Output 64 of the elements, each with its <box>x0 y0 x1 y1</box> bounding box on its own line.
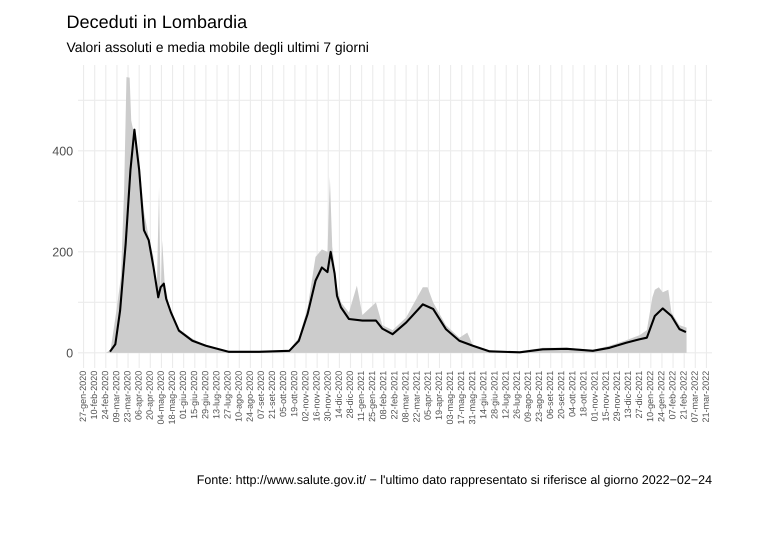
y-tick-label: 0 <box>66 348 73 358</box>
x-tick-label: 07-set-2020 <box>258 371 264 419</box>
x-tick-label: 09-ago-2021 <box>524 371 533 422</box>
x-tick-label: 12-lug-2021 <box>502 371 510 418</box>
x-tick-label: 30-nov-2020 <box>324 371 331 422</box>
x-tick-label: 23-mar-2020 <box>124 371 130 422</box>
x-tick-label: 17-mag-2021 <box>458 371 466 424</box>
x-tick-label: 23-ago-2021 <box>536 371 544 422</box>
x-tick-label: 10-feb-2020 <box>90 371 98 419</box>
x-tick-label: 01-giu-2020 <box>179 371 188 419</box>
x-tick-label: 26-lug-2021 <box>513 371 522 419</box>
source-note: Fonte: http://www.salute.gov.it/ − l'ultimo dato rappresentato si riferisce al giorno 2022−02−24 <box>198 474 712 487</box>
x-tick-label: 19-ott-2020 <box>290 371 298 416</box>
x-tick-label: 10-ago-2020 <box>235 371 244 422</box>
x-tick-label: 10-gen-2022 <box>646 371 656 422</box>
x-tick-label: 15-nov-2021 <box>602 371 609 421</box>
x-tick-label: 02-nov-2020 <box>302 371 308 422</box>
x-tick-label: 03-mag-2021 <box>446 371 455 424</box>
x-tick-label: 06-apr-2020 <box>135 371 144 420</box>
x-tick-label: 16-nov-2020 <box>313 371 320 421</box>
x-tick-label: 08-feb-2021 <box>380 371 386 420</box>
x-tick-label: 13-lug-2020 <box>212 371 222 418</box>
x-tick-label: 08-mar-2021 <box>402 371 409 422</box>
x-tick-label: 05-apr-2021 <box>424 371 433 420</box>
x-tick-label: 14-giu-2021 <box>480 371 488 418</box>
x-tick-label: 11-gen-2021 <box>358 371 366 421</box>
x-tick-label: 13-dic-2021 <box>624 371 631 418</box>
x-tick-label: 31-mag-2021 <box>468 371 478 424</box>
y-tick-label: 400 <box>52 146 73 156</box>
x-tick-label: 24-ago-2020 <box>246 371 255 422</box>
x-tick-label: 15-giu-2020 <box>190 371 199 418</box>
chart-title: Deceduti in Lombardia <box>68 14 248 28</box>
x-tick-label: 09-mar-2020 <box>112 371 120 422</box>
x-tick-label: 29-giu-2020 <box>202 371 210 419</box>
x-tick-label: 04-ott-2021 <box>568 371 576 417</box>
x-tick-label: 18-ott-2021 <box>580 371 587 416</box>
x-tick-label: 25-gen-2021 <box>368 371 377 422</box>
x-tick-label: 07-feb-2022 <box>668 371 676 420</box>
x-tick-label: 21-mar-2022 <box>702 371 709 422</box>
x-tick-label: 21-set-2020 <box>268 371 276 418</box>
x-tick-label: 22-mar-2021 <box>413 371 420 422</box>
x-tick-label: 05-ott-2020 <box>280 371 286 417</box>
x-tick-label: 28-giu-2021 <box>490 371 500 419</box>
x-tick-label: 19-apr-2021 <box>436 371 444 420</box>
x-tick-label: 14-dic-2020 <box>335 371 342 418</box>
x-tick-label: 24-gen-2022 <box>658 371 666 422</box>
x-tick-label: 06-set-2021 <box>546 371 554 419</box>
x-tick-label: 18-mag-2020 <box>168 371 177 424</box>
x-tick-label: 24-feb-2020 <box>102 371 108 420</box>
y-tick-label: 200 <box>52 248 73 256</box>
x-tick-label: 04-mag-2020 <box>157 371 166 424</box>
x-tick-label: 29-nov-2021 <box>613 371 620 422</box>
chart-subtitle: Valori assoluti e media mobile degli ultimi 7 giorni <box>66 42 368 55</box>
x-tick-label: 01-nov-2021 <box>591 371 598 422</box>
x-tick-label: 27-lug-2020 <box>224 371 232 419</box>
x-tick-label: 20-apr-2020 <box>146 371 155 420</box>
x-tick-label: 21-feb-2022 <box>680 371 687 420</box>
x-tick-label: 22-feb-2021 <box>390 371 398 420</box>
x-tick-label: 07-mar-2022 <box>691 371 698 422</box>
x-tick-label: 20-set-2021 <box>558 371 564 418</box>
line-series <box>110 128 686 354</box>
x-tick-label: 27-dic-2021 <box>635 371 642 418</box>
x-tick-label: 27-gen-2020 <box>80 371 88 422</box>
x-tick-label: 28-dic-2020 <box>346 371 353 418</box>
